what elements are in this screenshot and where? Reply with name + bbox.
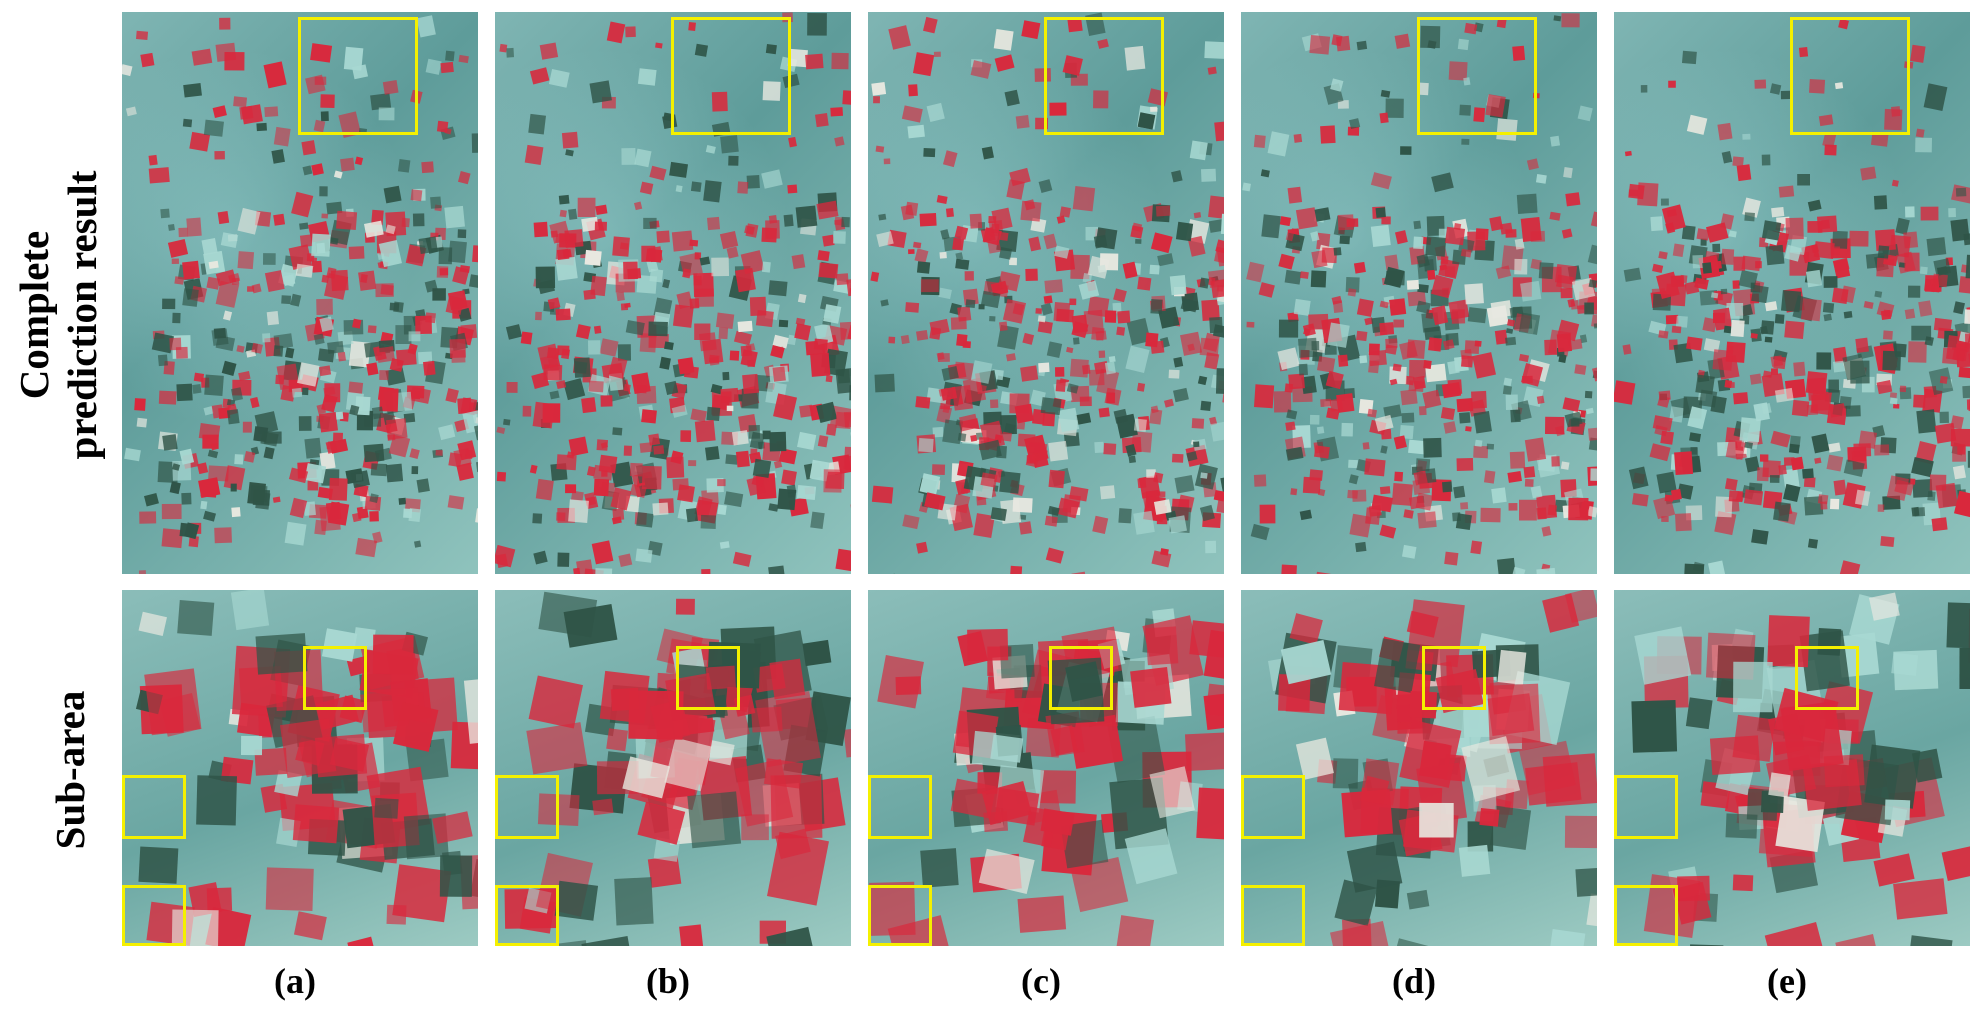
highlight-box	[1614, 775, 1678, 839]
caption-e: (e)	[1767, 961, 1807, 1001]
row-label-complete-prediction: Complete prediction result	[10, 35, 120, 595]
sub-area-image-d	[1241, 590, 1597, 946]
complete-prediction-image-e	[1614, 12, 1970, 574]
highlight-box	[868, 775, 932, 839]
highlight-box	[303, 646, 367, 710]
row-label-line-2: prediction result	[59, 170, 105, 460]
caption-c: (c)	[1021, 961, 1061, 1001]
sub-area-image-c	[868, 590, 1224, 946]
highlight-box	[1795, 646, 1859, 710]
highlight-box	[1614, 885, 1678, 946]
highlight-box	[1790, 17, 1910, 135]
caption-a: (a)	[274, 961, 316, 1001]
caption-d: (d)	[1392, 961, 1436, 1001]
complete-prediction-image-c	[868, 12, 1224, 574]
row-label-line-1: Complete	[11, 230, 57, 400]
caption-b: (b)	[646, 961, 690, 1001]
highlight-box	[122, 885, 186, 946]
sub-area-image-e	[1614, 590, 1970, 946]
highlight-box	[1241, 775, 1305, 839]
complete-prediction-image-d	[1241, 12, 1597, 574]
highlight-box	[676, 646, 740, 710]
highlight-box	[1417, 17, 1537, 135]
highlight-box	[671, 17, 791, 135]
highlight-box	[1241, 885, 1305, 946]
sub-area-image-b	[495, 590, 851, 946]
highlight-box	[868, 885, 932, 946]
complete-prediction-image-a	[122, 12, 478, 574]
highlight-box	[495, 885, 559, 946]
highlight-box	[495, 775, 559, 839]
row-label-sub-area: Sub-area	[47, 690, 93, 850]
sub-area-image-a	[122, 590, 478, 946]
highlight-box	[1049, 646, 1113, 710]
complete-prediction-image-b	[495, 12, 851, 574]
highlight-box	[298, 17, 418, 135]
highlight-box	[1044, 17, 1164, 135]
highlight-box	[1422, 646, 1486, 710]
highlight-box	[122, 775, 186, 839]
